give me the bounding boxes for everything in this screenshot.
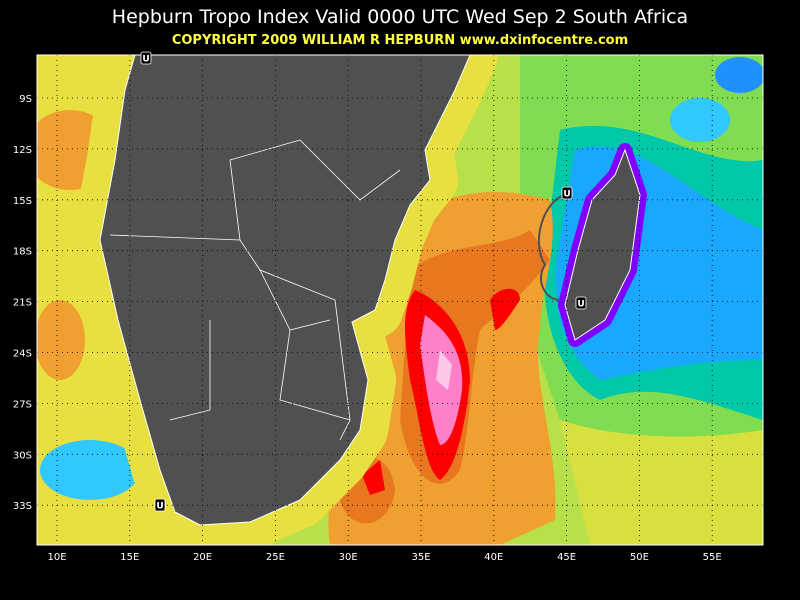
lon-label: 15E [120, 552, 139, 563]
title: Hepburn Tropo Index Valid 0000 UTC Wed S… [112, 6, 688, 28]
lon-label: 35E [411, 552, 430, 563]
lon-label: 10E [47, 552, 66, 563]
map-area [37, 55, 763, 545]
lat-label: 33S [13, 501, 32, 512]
field-red [362, 460, 385, 495]
africa [72, 55, 498, 545]
contour [537, 194, 566, 301]
marker-label: U [156, 502, 163, 512]
marker-box [575, 296, 587, 310]
lat-label: 24S [13, 349, 32, 360]
marker-label: U [142, 55, 149, 65]
marker-box [154, 498, 166, 512]
lon-label: 45E [557, 552, 576, 563]
grid [37, 55, 763, 545]
map-frame [36, 54, 764, 546]
lon-label: 50E [630, 552, 649, 563]
lat-label: 12S [13, 145, 32, 156]
lat-label: 21S [13, 298, 32, 309]
madagascar [564, 148, 641, 341]
lon-label: 40E [484, 552, 503, 563]
lat-label: 18S [13, 247, 32, 258]
copyright: COPYRIGHT 2009 WILLIAM R HEPBURN www.dxi… [172, 33, 628, 48]
field-orange [37, 300, 85, 380]
field-blue [40, 440, 140, 500]
lat-label: 27S [13, 399, 32, 410]
marker-label: U [563, 190, 570, 200]
field-blue [670, 98, 730, 142]
field-blue [715, 57, 763, 93]
lon-label: 25E [266, 552, 285, 563]
lon-label: 30E [339, 552, 358, 563]
land [99, 55, 471, 526]
borders [109, 139, 401, 441]
lat-label: 30S [13, 450, 32, 461]
lat-label: 9S [19, 94, 32, 105]
lon-label: 55E [703, 552, 722, 563]
lon-label: 20E [193, 552, 212, 563]
field-red [490, 288, 520, 330]
marker-box [140, 51, 152, 65]
marker-box [561, 186, 573, 200]
field-yellow [560, 420, 763, 545]
field-lightpink [436, 350, 452, 390]
lat-label: 15S [13, 196, 32, 207]
marker-label: U [577, 300, 584, 310]
